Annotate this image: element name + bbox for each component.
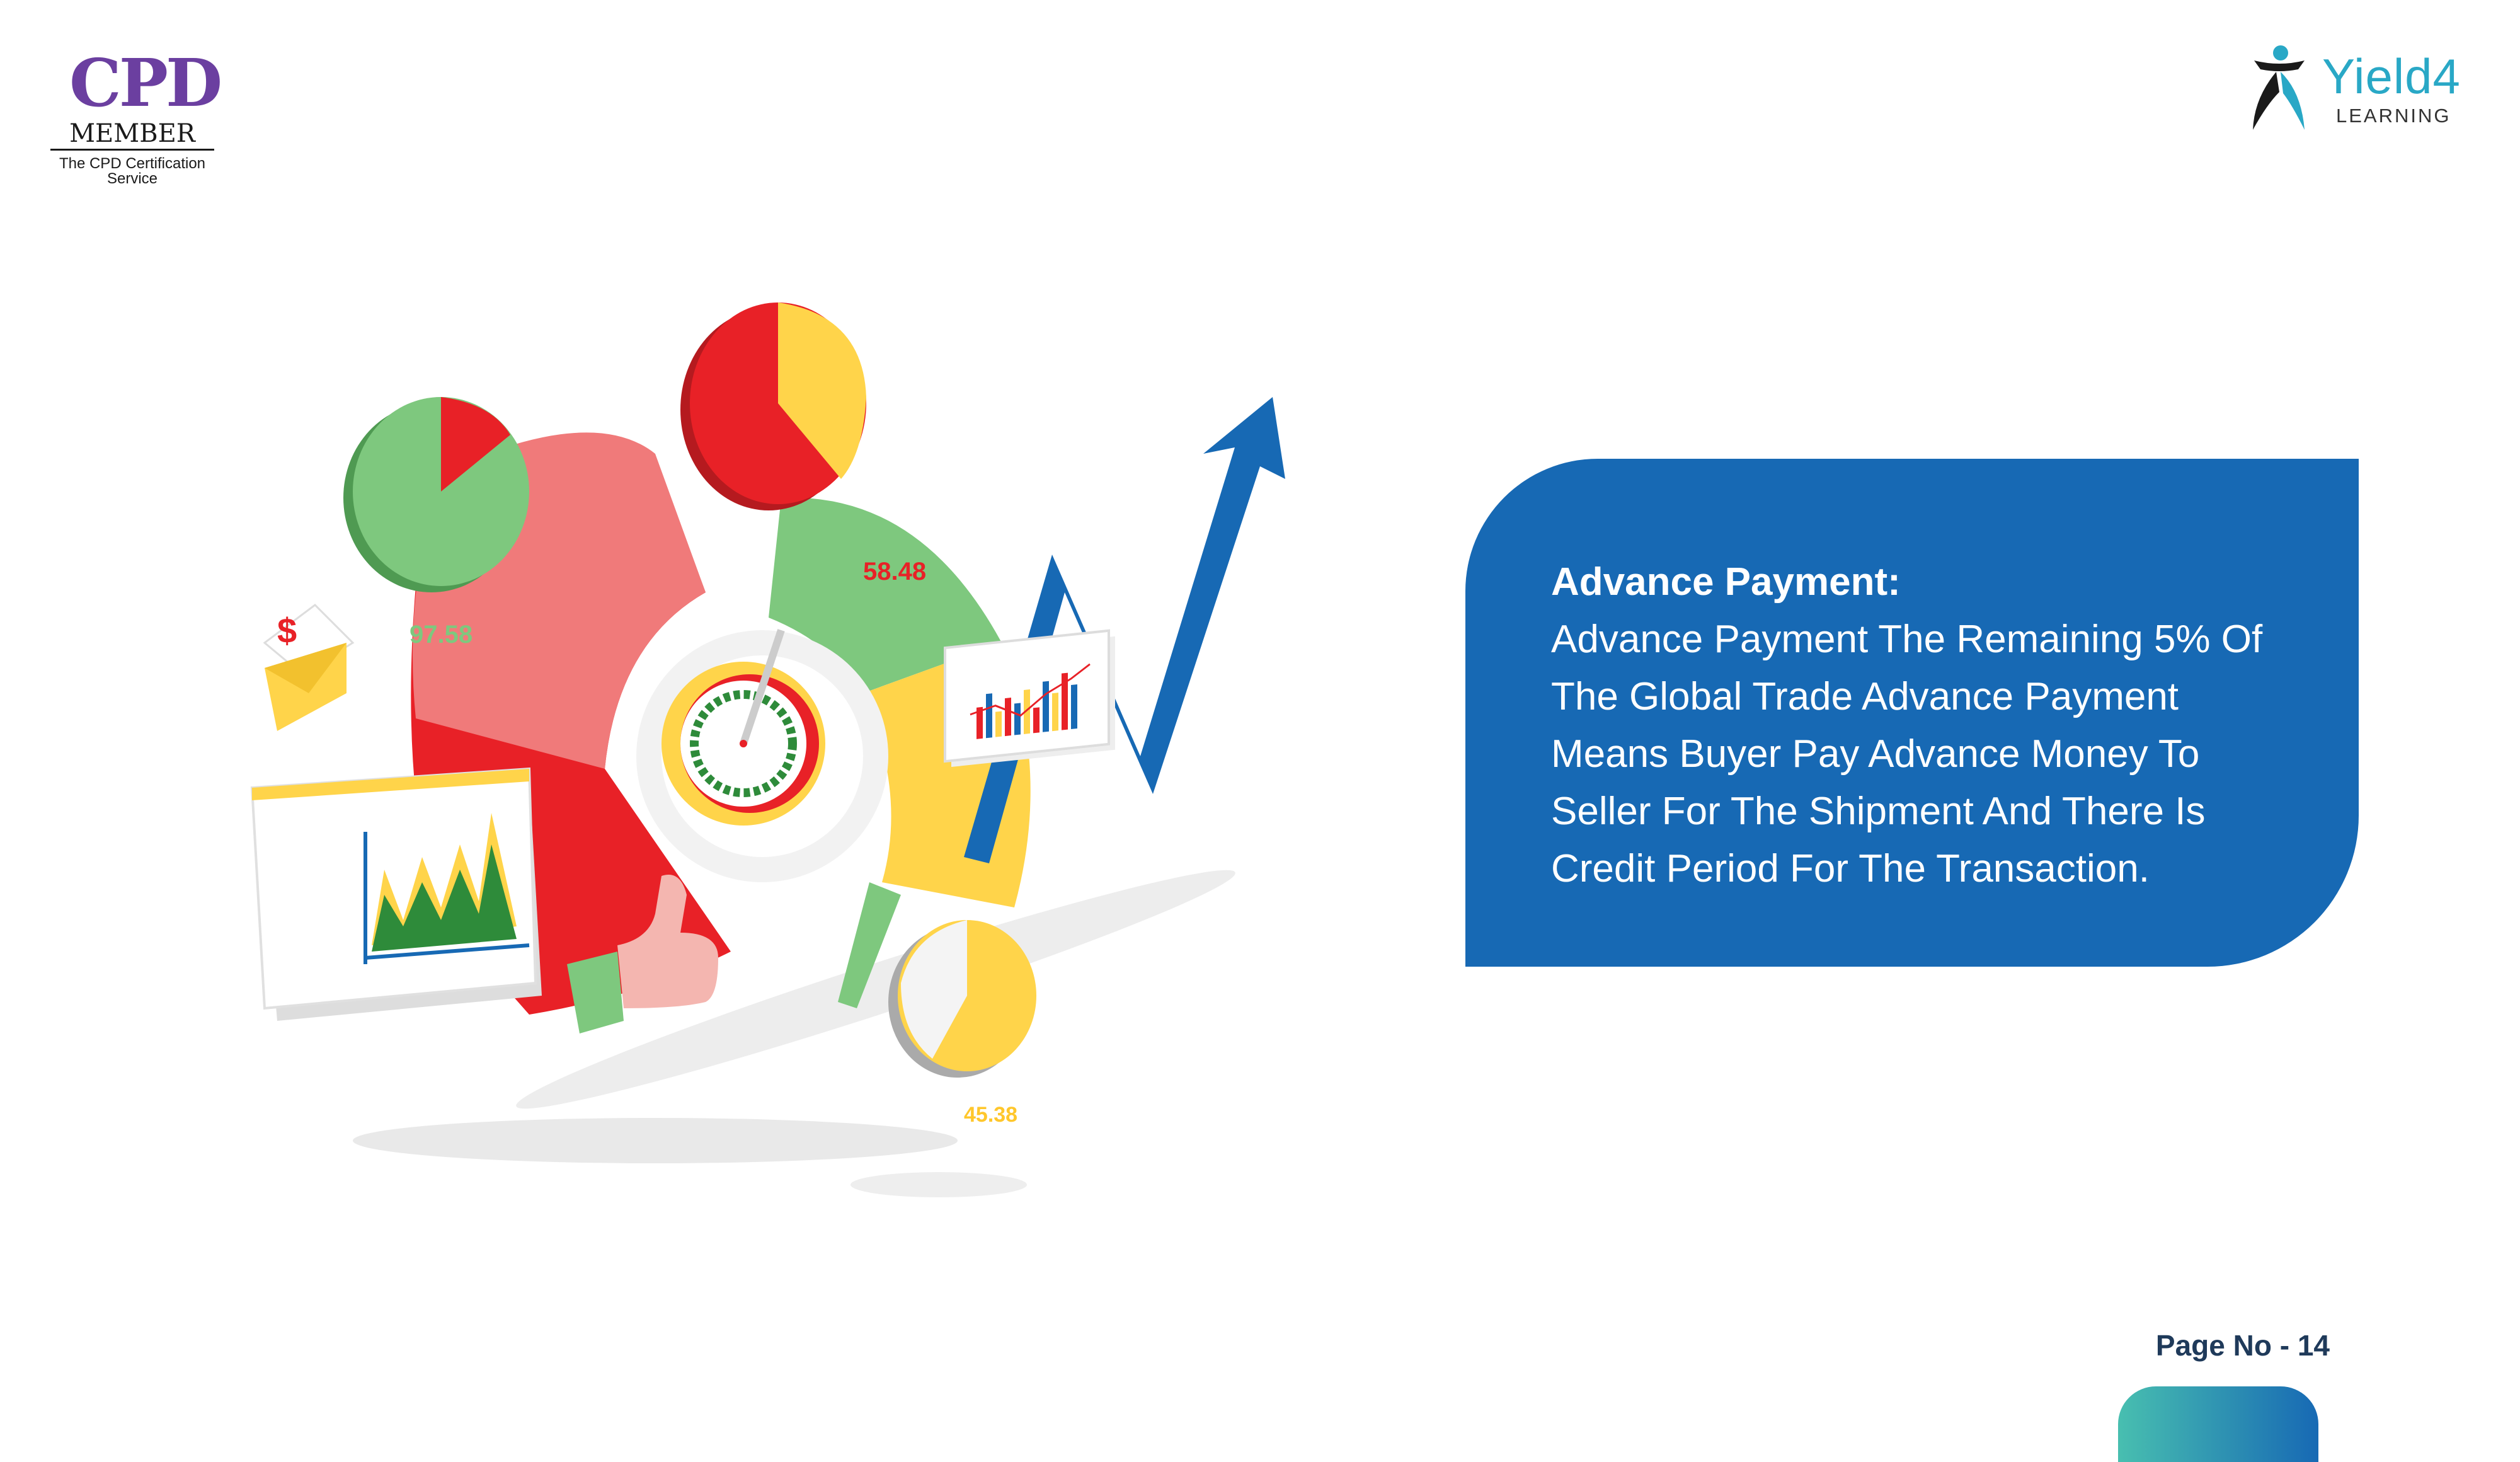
advance-payment-info-box: Advance Payment: Advance Payment The Rem…	[1465, 459, 2359, 967]
dollar-envelope	[263, 604, 355, 731]
rising-arrow	[964, 397, 1285, 863]
cpd-member-logo: CPD MEMBER The CPD Certification Service	[50, 50, 227, 202]
info-title: Advance Payment:	[1551, 560, 1901, 604]
value-label-2: 58.48	[863, 558, 926, 585]
page-number: Page No - 14	[2155, 1329, 2330, 1362]
cpd-logo-title: CPD	[69, 44, 222, 122]
pie-chart-bottom-slice	[901, 920, 967, 1059]
gauge-needle	[740, 629, 785, 745]
value-label-3: 45.38	[964, 1103, 1017, 1127]
floor-shadow	[353, 1118, 958, 1163]
cpd-logo-member: MEMBER	[50, 121, 214, 151]
pie-chart-left-slice	[441, 397, 510, 492]
bottom-nav-tab[interactable]	[2118, 1386, 2318, 1462]
gauge-center-dot	[740, 740, 747, 747]
value-label-1: 97.58	[410, 621, 472, 648]
business-analytics-illustration: $ 97.58 58.48 45.38	[250, 302, 1285, 1197]
green-stem	[838, 882, 901, 1008]
yield4-learning-logo: Yield4 LEARNING	[2242, 42, 2481, 136]
pie-chart-top-slice	[778, 302, 866, 479]
info-body: Advance Payment The Remaining 5% Of The …	[1551, 618, 2263, 890]
floor-shadow	[516, 870, 1235, 1109]
thumbs-up-icon	[567, 875, 718, 1033]
dollar-sign: $	[277, 611, 297, 650]
area-chart-card	[250, 767, 542, 1021]
yield4-logo-sub: LEARNING	[2336, 105, 2451, 127]
floor-shadow	[850, 1172, 1027, 1197]
cpd-logo-service: The CPD Certification Service	[59, 155, 206, 187]
green-arc-segment	[769, 497, 1002, 693]
yield4-logo-name: Yield4	[2322, 49, 2461, 104]
gauge-ticks	[690, 690, 797, 797]
yield4-figure-icon	[2253, 45, 2305, 130]
bar-chart-card	[944, 629, 1115, 768]
